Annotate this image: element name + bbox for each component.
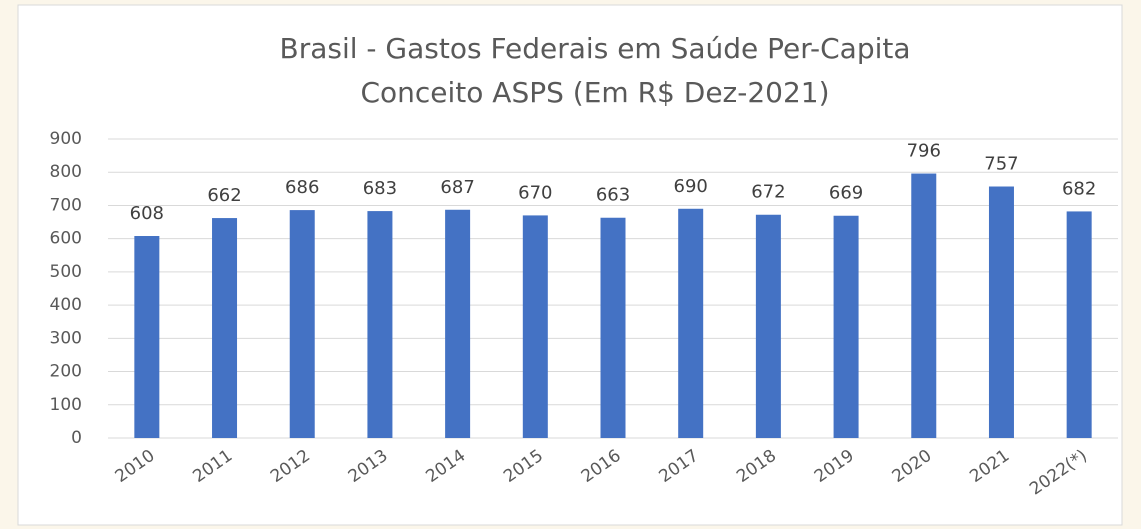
value-label: 683 <box>363 178 397 199</box>
bar <box>678 208 704 438</box>
value-label: 690 <box>674 176 708 197</box>
bar <box>367 211 393 438</box>
y-tick-label: 0 <box>71 428 82 448</box>
bar <box>911 173 937 438</box>
bar <box>755 214 781 438</box>
value-label: 608 <box>130 203 164 224</box>
chart-title: Brasil - Gastos Federais em Saúde Per-Ca… <box>279 32 910 65</box>
value-label: 686 <box>285 177 319 198</box>
y-tick-label: 600 <box>50 229 82 249</box>
value-label: 663 <box>596 185 630 206</box>
bar <box>1066 211 1092 438</box>
y-tick-label: 200 <box>50 362 82 382</box>
bar <box>600 217 626 438</box>
bar <box>988 186 1014 438</box>
y-tick-label: 900 <box>50 129 82 149</box>
value-label: 687 <box>440 177 474 198</box>
y-tick-label: 400 <box>50 295 82 315</box>
value-label: 672 <box>751 182 785 203</box>
y-tick-label: 100 <box>50 395 82 415</box>
bar <box>212 218 238 438</box>
value-label: 796 <box>907 141 941 162</box>
value-label: 682 <box>1062 178 1096 199</box>
bar <box>134 236 160 438</box>
y-tick-label: 700 <box>50 195 82 215</box>
value-label: 757 <box>984 154 1018 175</box>
bar <box>445 209 471 438</box>
chart-title: Conceito ASPS (Em R$ Dez-2021) <box>360 76 829 109</box>
bar <box>833 215 859 438</box>
value-label: 669 <box>829 183 863 204</box>
bar <box>289 210 315 438</box>
y-tick-label: 300 <box>50 328 82 348</box>
value-label: 670 <box>518 182 552 203</box>
y-tick-label: 800 <box>50 162 82 182</box>
value-label: 662 <box>207 185 241 206</box>
y-tick-label: 500 <box>50 262 82 282</box>
bar <box>522 215 548 438</box>
